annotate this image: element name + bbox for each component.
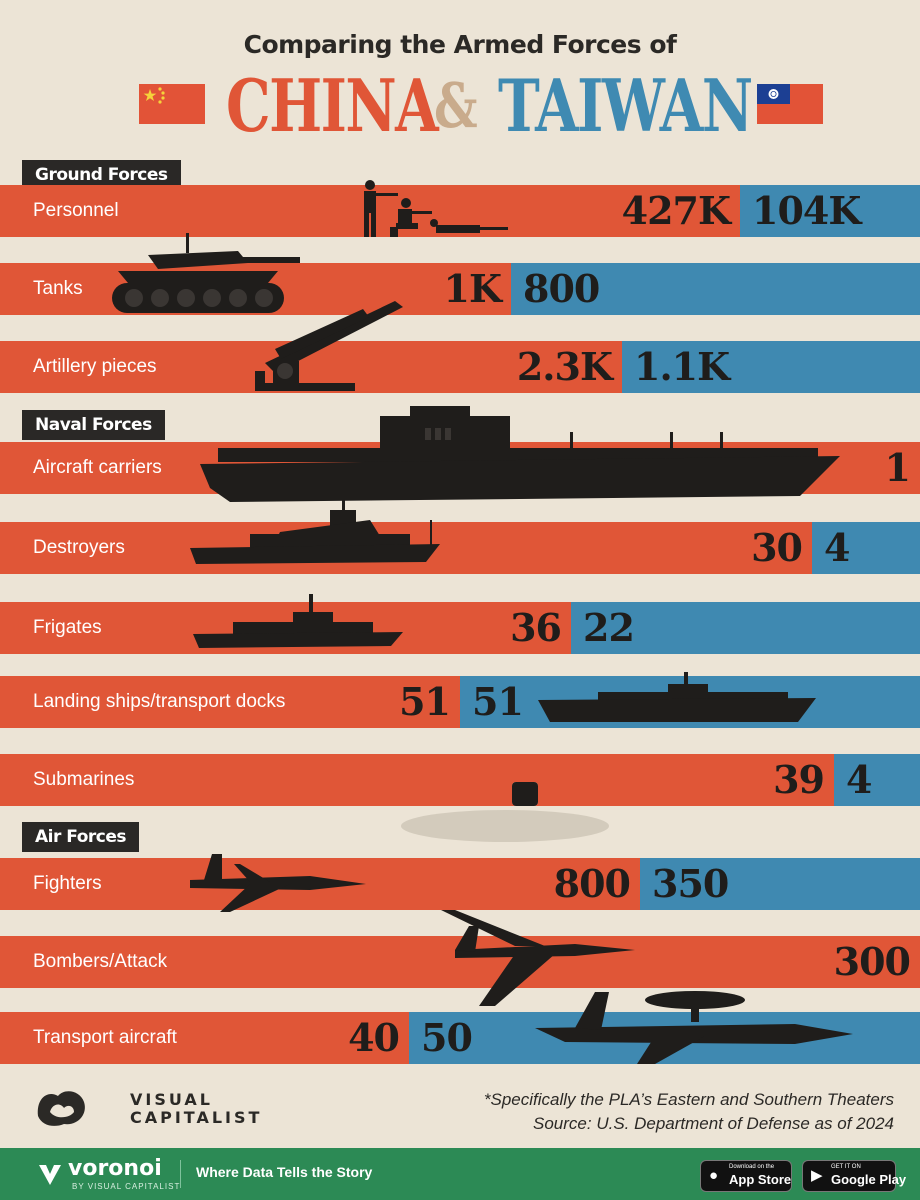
value-taiwan-tanks: 800 <box>523 266 600 311</box>
value-taiwan-frigates: 22 <box>583 605 635 650</box>
visual-capitalist-logo: VISUAL CAPITALIST <box>34 1086 259 1130</box>
footer-tagline: Where Data Tells the Story <box>196 1164 373 1180</box>
category-label-frigates: Frigates <box>33 617 102 638</box>
logo-text-visual: VISUAL <box>130 1090 213 1109</box>
value-taiwan-personnel: 104K <box>752 188 861 233</box>
footer-bar: voronoi BY VISUAL CAPITALIST Where Data … <box>0 1148 920 1200</box>
value-taiwan-landing-ships-transport-docks: 51 <box>472 679 524 724</box>
bar-china-landing-ships-transport-docks <box>0 676 460 728</box>
value-china-destroyers: 30 <box>751 525 803 570</box>
destroyer-icon <box>190 498 440 570</box>
aircraft-carrier-icon <box>200 404 840 504</box>
chart-subtitle: Comparing the Armed Forces of <box>243 30 677 59</box>
value-china-personnel: 427K <box>621 188 731 233</box>
category-label-bombers-attack: Bombers/Attack <box>33 951 168 972</box>
taiwan-flag-icon <box>757 84 823 124</box>
ampersand: & <box>434 69 478 142</box>
value-china-fighters: 800 <box>553 861 631 906</box>
category-label-artillery-pieces: Artillery pieces <box>33 356 157 377</box>
category-label-destroyers: Destroyers <box>33 537 125 558</box>
china-flag-icon <box>139 84 205 124</box>
frigate-icon <box>193 594 403 652</box>
chart-title: CHINA & TAIWAN <box>0 66 920 146</box>
voronoi-logo-icon <box>39 1165 61 1185</box>
value-taiwan-destroyers: 4 <box>824 525 850 570</box>
bar-china-transport-aircraft <box>0 1012 409 1064</box>
category-label-personnel: Personnel <box>33 200 119 221</box>
china-title-word: CHINA <box>226 63 439 148</box>
missile-launcher-icon <box>245 301 405 393</box>
section-label-air-forces: Air Forces <box>22 822 139 852</box>
bomber-icon <box>435 910 635 1006</box>
value-china-frigates: 36 <box>510 605 562 650</box>
bar-row-artillery-pieces: Artillery pieces 2.3K 1.1K <box>0 341 920 393</box>
footnote: *Specifically the PLA’s Eastern and Sout… <box>483 1090 894 1109</box>
value-china-bombers-attack: 300 <box>833 939 911 984</box>
tank-icon <box>108 233 303 315</box>
app-store-small-text: Download on the <box>729 1164 775 1170</box>
value-china-submarines: 39 <box>773 757 825 802</box>
bar-china-submarines <box>0 754 834 806</box>
category-label-fighters: Fighters <box>33 873 102 894</box>
transport-aircraft-icon <box>535 972 855 1072</box>
value-china-landing-ships-transport-docks: 51 <box>399 679 451 724</box>
value-taiwan-artillery-pieces: 1.1K <box>634 344 730 389</box>
google-play-large-text: Google Play <box>831 1172 907 1187</box>
fighter-jet-icon <box>190 854 370 914</box>
bar-row-bombers-attack: Bombers/Attack 300 <box>0 936 920 988</box>
category-label-transport-aircraft: Transport aircraft <box>33 1027 177 1048</box>
taiwan-title-word: TAIWAN <box>498 63 753 148</box>
value-taiwan-fighters: 350 <box>652 861 729 906</box>
category-label-aircraft-carriers: Aircraft carriers <box>33 457 162 478</box>
bar-row-destroyers: Destroyers 30 4 <box>0 522 920 574</box>
bar-row-fighters: Fighters 800 350 <box>0 858 920 910</box>
submarine-icon <box>400 776 610 842</box>
google-play-icon: ▶ <box>811 1167 823 1184</box>
bar-row-submarines: Submarines 39 4 <box>0 754 920 806</box>
apple-icon: ● <box>709 1167 719 1184</box>
voronoi-brand: voronoi <box>68 1156 162 1181</box>
footer-divider <box>180 1160 181 1188</box>
category-label-tanks: Tanks <box>33 278 83 299</box>
visual-capitalist-icon <box>37 1091 85 1126</box>
category-label-submarines: Submarines <box>33 769 135 790</box>
app-store-large-text: App Store <box>729 1172 792 1187</box>
value-china-artillery-pieces: 2.3K <box>516 344 613 389</box>
soldiers-icon <box>350 177 510 241</box>
value-china-tanks: 1K <box>443 266 502 311</box>
bar-row-frigates: Frigates 36 22 <box>0 602 920 654</box>
google-play-button[interactable]: ▶ GET IT ON Google Play <box>802 1160 906 1192</box>
value-china-transport-aircraft: 40 <box>348 1015 400 1060</box>
value-taiwan-transport-aircraft: 50 <box>421 1015 473 1060</box>
category-label-landing-ships-transport-docks: Landing ships/transport docks <box>33 691 286 712</box>
logo-text-capitalist: CAPITALIST <box>130 1108 263 1127</box>
voronoi-byline: BY VISUAL CAPITALIST <box>72 1182 181 1191</box>
value-taiwan-submarines: 4 <box>846 757 872 802</box>
section-label-naval-forces: Naval Forces <box>22 410 165 440</box>
value-china-aircraft-carriers: 1 <box>884 445 911 490</box>
source-note: Source: U.S. Department of Defense as of… <box>533 1114 894 1133</box>
landing-ship-icon <box>538 672 816 726</box>
google-play-small-text: GET IT ON <box>831 1164 861 1170</box>
app-store-button[interactable]: ● Download on the App Store <box>700 1160 792 1192</box>
